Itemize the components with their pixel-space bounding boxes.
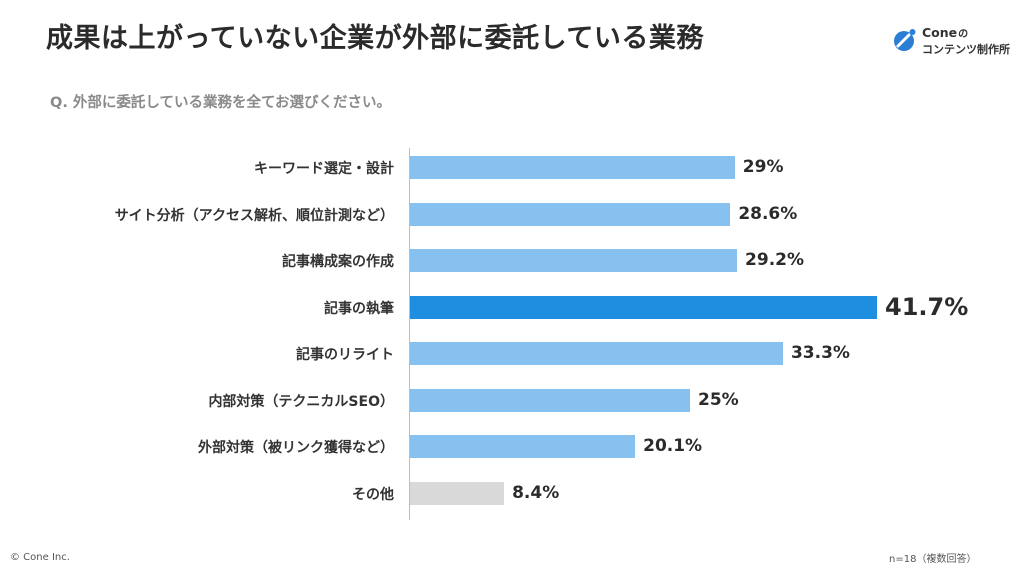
bar	[410, 342, 783, 365]
axis-divider	[409, 148, 410, 520]
sample-size-note: n=18（複数回答）	[889, 554, 977, 565]
category-label: サイト分析（アクセス解析、順位計測など）	[114, 207, 394, 224]
bar	[410, 435, 636, 458]
logo-brand: Cone	[922, 25, 958, 40]
category-label: キーワード選定・設計	[254, 161, 394, 177]
bar	[410, 156, 735, 179]
value-label: 29%	[742, 157, 784, 177]
brand-logo: Coneの コンテンツ制作所	[893, 24, 1013, 58]
survey-question: Q. 外部に委託している業務を全てお選びください。	[50, 95, 392, 111]
category-label: 記事構成案の作成	[282, 254, 394, 270]
bar	[410, 249, 738, 272]
logo-brand-suffix: の	[958, 29, 969, 40]
category-label: 外部対策（被リンク獲得など）	[198, 440, 394, 456]
category-label: 記事の執筆	[324, 300, 394, 317]
category-label: 記事のリライト	[296, 347, 394, 363]
cone-logo-icon	[894, 29, 916, 51]
bar	[410, 388, 690, 412]
category-label: その他	[352, 486, 394, 503]
logo-brand-name: Coneの	[922, 25, 968, 40]
value-label: 41.7%	[885, 292, 969, 321]
copyright: © Cone Inc.	[10, 552, 70, 563]
value-label: 8.4%	[512, 482, 560, 503]
value-label: 28.6%	[738, 203, 798, 224]
value-label: 25%	[698, 389, 739, 410]
logo-tagline: コンテンツ制作所	[922, 43, 1010, 56]
value-label: 29.2%	[745, 250, 805, 270]
bar	[410, 295, 878, 319]
category-label: 内部対策（テクニカルSEO）	[208, 393, 394, 410]
bar	[410, 481, 505, 505]
value-label: 33.3%	[790, 343, 850, 363]
bar	[410, 202, 731, 226]
value-label: 20.1%	[643, 436, 703, 456]
page-title: 成果は上がっていない企業が外部に委託している業務	[46, 23, 704, 54]
